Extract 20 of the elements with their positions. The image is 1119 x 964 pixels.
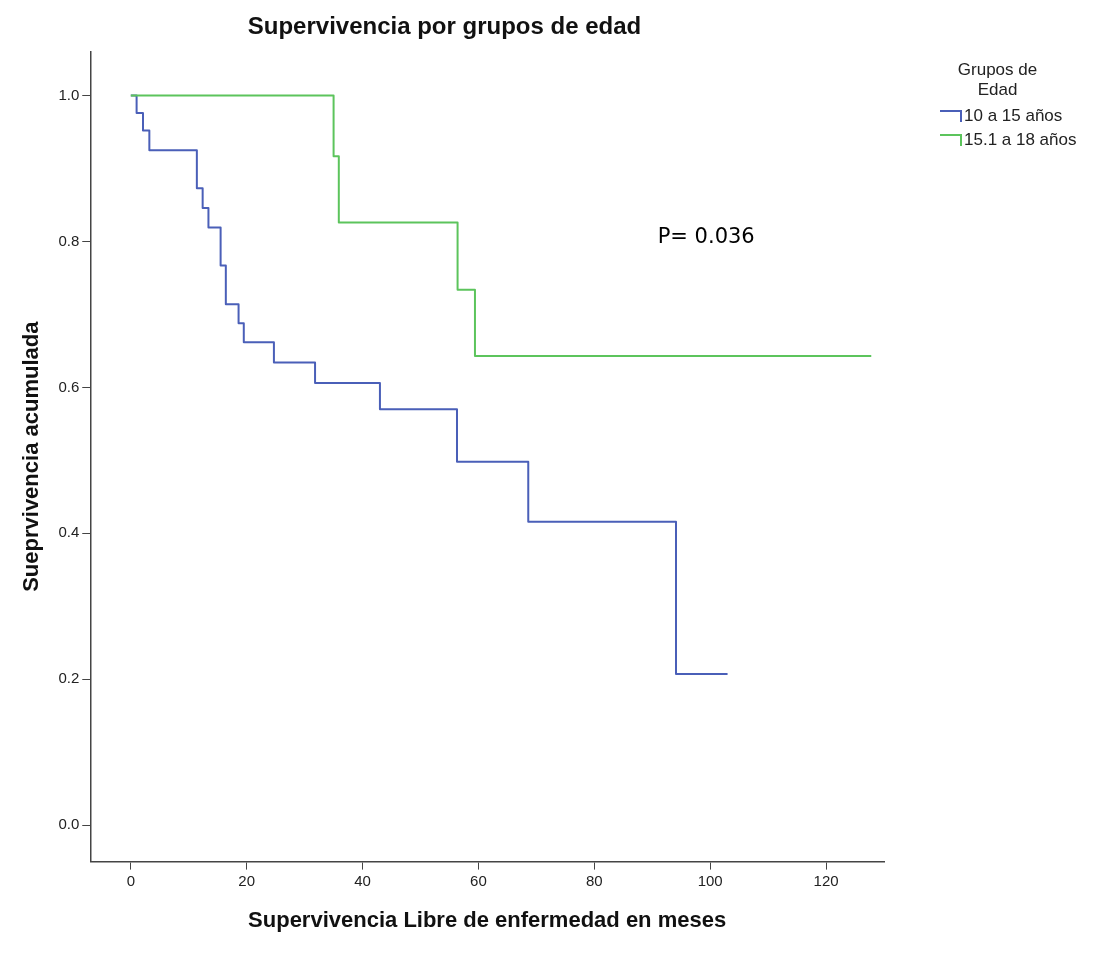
y-axis-title: Sueprvivencia acumulada	[18, 320, 44, 592]
y-tick-label: 1.0	[58, 85, 80, 103]
y-tick-label: 0.0	[58, 815, 80, 833]
x-tick-label: 0	[126, 871, 135, 889]
chart-title: Supervivencia por grupos de edad	[247, 12, 642, 40]
y-tick-label: 0.8	[58, 231, 80, 249]
x-tick-label: 60	[470, 871, 487, 889]
x-tick-label: 100	[697, 871, 723, 889]
legend-title: Grupos de Edad	[956, 60, 1039, 100]
y-tick-label: 0.2	[58, 669, 80, 687]
x-tick-label: 120	[813, 871, 839, 889]
annotation: P= 0.036	[657, 223, 755, 248]
y-tick-label: 0.4	[58, 523, 80, 541]
legend-label: 10 a 15 años	[964, 106, 1063, 126]
x-tick-label: 40	[354, 871, 371, 889]
x-axis-title: Supervivencia Libre de enfermedad en meses	[248, 906, 727, 932]
x-tick-label: 20	[238, 871, 256, 889]
legend-label: 15.1 a 18 años	[964, 130, 1077, 150]
x-tick-label: 80	[585, 871, 603, 889]
y-tick-label: 0.6	[58, 377, 80, 395]
